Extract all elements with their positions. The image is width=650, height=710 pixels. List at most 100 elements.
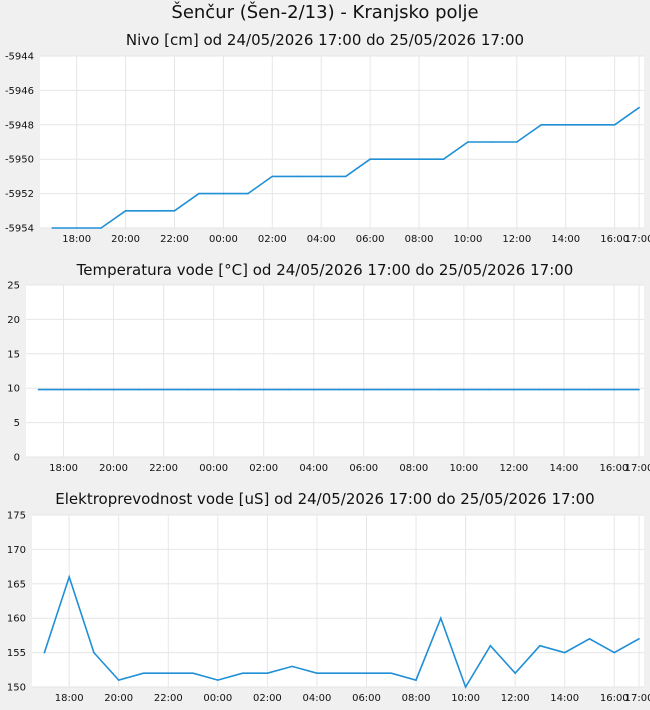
data-point — [295, 175, 298, 178]
data-point — [393, 158, 396, 160]
y-tick-label: 155 — [7, 648, 26, 659]
data-point — [137, 388, 140, 391]
data-point — [564, 124, 567, 126]
data-point — [198, 192, 200, 195]
data-point — [340, 672, 343, 675]
y-tick-label: 20 — [7, 315, 20, 326]
data-point — [117, 679, 120, 681]
data-point — [638, 388, 640, 391]
data-point — [320, 175, 323, 178]
data-point — [51, 227, 54, 229]
data-point — [365, 672, 368, 675]
data-point — [87, 388, 90, 391]
y-tick-label: -5952 — [5, 189, 34, 200]
data-point — [247, 192, 249, 195]
data-point — [387, 388, 390, 391]
x-tick-label: 18:00 — [55, 693, 84, 704]
temperature-chart: 0 5 10 15 20 25 18:00 20:00 22:00 00:00 02:00 04:00… — [7, 281, 650, 475]
y-tick-label: 10 — [7, 384, 20, 395]
data-point — [93, 651, 95, 654]
x-tick-label: 20:00 — [99, 463, 128, 474]
data-point — [312, 388, 315, 391]
x-tick-label: 00:00 — [209, 234, 238, 245]
data-point — [463, 388, 465, 391]
y-tick-label: -5954 — [5, 224, 34, 235]
data-point — [488, 388, 490, 391]
x-tick-label: 02:00 — [253, 693, 282, 704]
plot-area — [26, 285, 644, 457]
data-point — [124, 210, 127, 212]
data-point — [344, 175, 347, 178]
x-tick-label: 04:00 — [303, 693, 332, 704]
y-tick-label: 15 — [7, 349, 20, 360]
y-tick-label: 150 — [7, 683, 26, 694]
data-point — [538, 388, 540, 391]
data-point — [62, 388, 65, 391]
y-tick-label: 170 — [7, 545, 26, 556]
x-tick-label: 12:00 — [499, 463, 528, 474]
x-tick-label: 12:00 — [502, 234, 531, 245]
data-point — [222, 192, 225, 195]
data-point — [613, 124, 616, 126]
x-tick-label: 02:00 — [249, 463, 278, 474]
data-point — [241, 672, 244, 675]
plot-area — [40, 56, 644, 228]
data-point — [192, 672, 194, 675]
data-point — [413, 388, 415, 391]
x-tick-label: 16:00 — [600, 463, 629, 474]
data-point — [491, 141, 494, 143]
data-point — [539, 644, 541, 647]
data-point — [362, 388, 365, 391]
data-point — [162, 388, 165, 391]
data-point — [489, 644, 492, 647]
y-tick-label: 0 — [14, 453, 20, 464]
data-point — [438, 388, 440, 391]
data-point — [43, 651, 46, 654]
data-point — [100, 227, 102, 229]
x-tick-label: 06:00 — [352, 693, 381, 704]
data-point — [563, 388, 565, 391]
data-point — [588, 388, 590, 391]
data-point — [291, 665, 293, 668]
data-point — [187, 388, 190, 391]
data-point — [167, 672, 170, 675]
x-tick-label: 06:00 — [356, 234, 385, 245]
x-tick-label: 14:00 — [551, 234, 580, 245]
data-point — [75, 227, 78, 229]
data-point — [513, 388, 515, 391]
data-point — [266, 672, 269, 675]
data-point — [142, 672, 145, 675]
data-point — [415, 679, 417, 681]
y-tick-label: -5948 — [5, 120, 34, 131]
y-tick-label: 175 — [7, 511, 26, 522]
x-tick-label: 17:00 — [625, 463, 650, 474]
y-tick-label: -5946 — [5, 86, 34, 97]
conductivity-chart: 150 155 160 165 170 175 18:00 20:00 22:00 00:00 02… — [7, 511, 650, 705]
data-point — [112, 388, 115, 391]
x-tick-label: 10:00 — [449, 463, 478, 474]
y-tick-label: -5950 — [5, 155, 34, 166]
x-tick-label: 10:00 — [451, 693, 480, 704]
x-tick-label: 22:00 — [154, 693, 183, 704]
x-tick-label: 04:00 — [299, 463, 328, 474]
x-tick-label: 14:00 — [550, 693, 579, 704]
data-point — [68, 576, 70, 578]
chart-2-title: Temperatura vode [°C] od 24/05/2026 17:0… — [76, 261, 574, 279]
x-tick-label: 16:00 — [600, 234, 629, 245]
x-tick-label: 18:00 — [49, 463, 78, 474]
nivo-chart: -5954 -5952 -5950 -5948 -5946 -5944 18:00 20:00… — [5, 52, 650, 246]
plot-area — [32, 515, 644, 687]
data-point — [588, 638, 591, 640]
y-tick-label: 5 — [14, 418, 20, 429]
x-tick-label: 00:00 — [203, 693, 232, 704]
data-point — [316, 672, 318, 675]
data-point — [262, 388, 265, 391]
x-tick-label: 20:00 — [104, 693, 133, 704]
x-tick-label: 17:00 — [625, 693, 650, 704]
data-point — [442, 158, 445, 160]
x-tick-label: 06:00 — [349, 463, 378, 474]
data-point — [390, 672, 393, 675]
data-point — [287, 388, 290, 391]
data-point — [217, 679, 219, 681]
